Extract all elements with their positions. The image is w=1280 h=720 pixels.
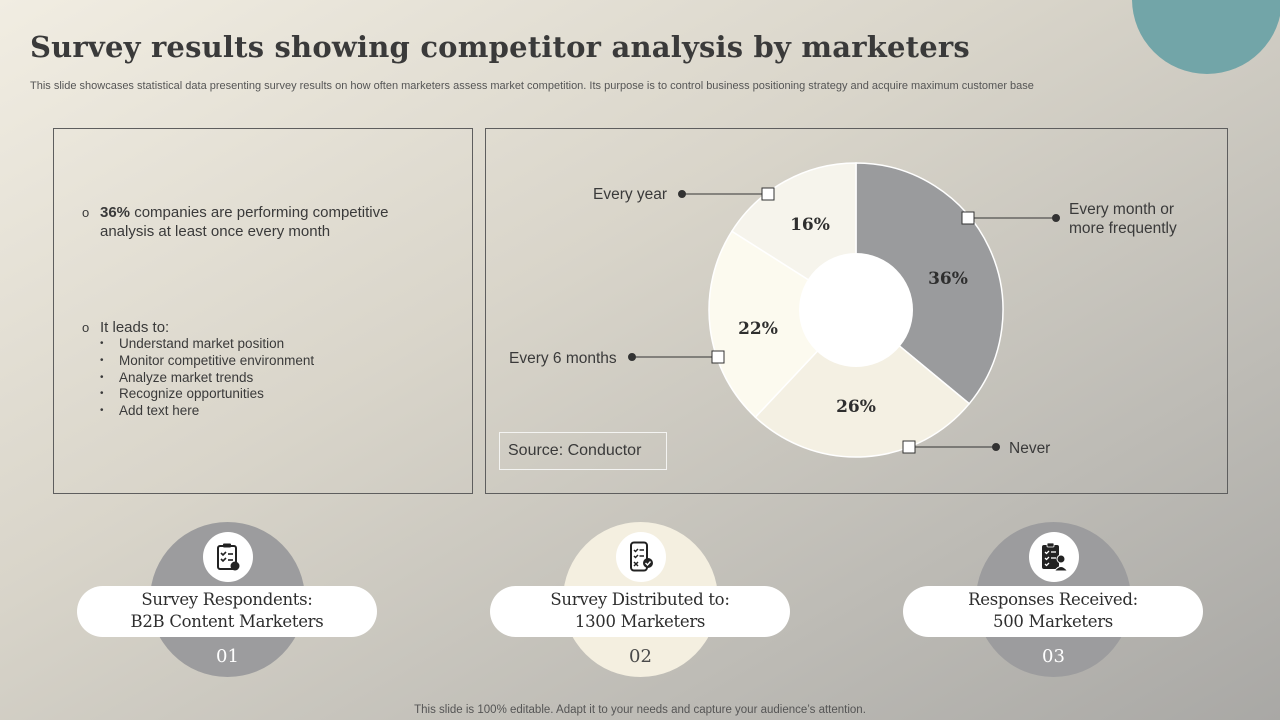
stat-number-3: 03 xyxy=(1042,646,1065,667)
chart-panel xyxy=(485,128,1228,494)
leads-to-label: It leads to: xyxy=(82,318,442,337)
stat-value-3: 500 Marketers xyxy=(993,612,1113,631)
stat-title-2: Survey Distributed to: xyxy=(550,590,730,609)
stat-number-2: 02 xyxy=(629,646,652,667)
list-item: Analyze market trends xyxy=(100,370,314,387)
legend-every-year: Every year xyxy=(593,186,668,203)
callout-marker-every-6-months xyxy=(711,350,725,364)
highlight-text: companies are performing competitive ana… xyxy=(100,204,389,240)
slice-label-every-year: 16% xyxy=(790,215,830,235)
stat-title-3: Responses Received: xyxy=(968,590,1138,609)
list-item: Monitor competitive environment xyxy=(100,353,314,370)
insights-panel: 36% companies are performing competitive… xyxy=(53,128,473,494)
highlight-value: 36% xyxy=(100,204,131,221)
slice-label-every-month: 36% xyxy=(928,269,968,289)
donut-hole xyxy=(799,253,913,367)
slice-label-every-6-months: 22% xyxy=(738,319,778,339)
clipboard-checklist-icon xyxy=(203,532,253,582)
callout-dot-every-month xyxy=(1052,214,1060,222)
list-item: Add text here xyxy=(100,403,314,420)
callout-dot-never xyxy=(992,443,1000,451)
stat-value-1: B2B Content Marketers xyxy=(130,612,324,631)
callout-dot-every-year xyxy=(678,190,686,198)
slice-label-never: 26% xyxy=(836,397,876,417)
stat-title-1: Survey Respondents: xyxy=(141,590,313,609)
page-subtitle: This slide showcases statistical data pr… xyxy=(30,80,1034,92)
callout-dot-every-6-months xyxy=(628,353,636,361)
checklist-person-icon xyxy=(1029,532,1079,582)
legend-never: Never xyxy=(1009,440,1051,457)
stat-value-2: 1300 Marketers xyxy=(574,612,706,631)
callout-marker-every-year xyxy=(761,187,775,201)
slice-never xyxy=(754,308,971,458)
insight-highlight: 36% companies are performing competitive… xyxy=(82,203,442,241)
list-item: Understand market position xyxy=(100,336,314,353)
stat-card-3: Responses Received: 500 Marketers xyxy=(903,586,1203,637)
stat-card-1: Survey Respondents: B2B Content Marketer… xyxy=(77,586,377,637)
page-title: Survey results showing competitor analys… xyxy=(30,30,970,64)
footer-note: This slide is 100% editable. Adapt it to… xyxy=(414,704,866,716)
legend-every-month: Every month or more frequently xyxy=(1069,201,1177,237)
list-item: Recognize opportunities xyxy=(100,386,314,403)
source-note: Source: Conductor xyxy=(499,432,667,470)
slice-every-6-months xyxy=(708,230,858,419)
callout-marker-every-month xyxy=(961,211,975,225)
legend-every-6-months: Every 6 months xyxy=(509,350,617,367)
callout-marker-never xyxy=(902,440,916,454)
stat-card-2: Survey Distributed to: 1300 Marketers xyxy=(490,586,790,637)
stat-number-1: 01 xyxy=(216,646,239,667)
phone-checklist-icon xyxy=(616,532,666,582)
leads-to-list: Understand market position Monitor compe… xyxy=(100,336,314,420)
